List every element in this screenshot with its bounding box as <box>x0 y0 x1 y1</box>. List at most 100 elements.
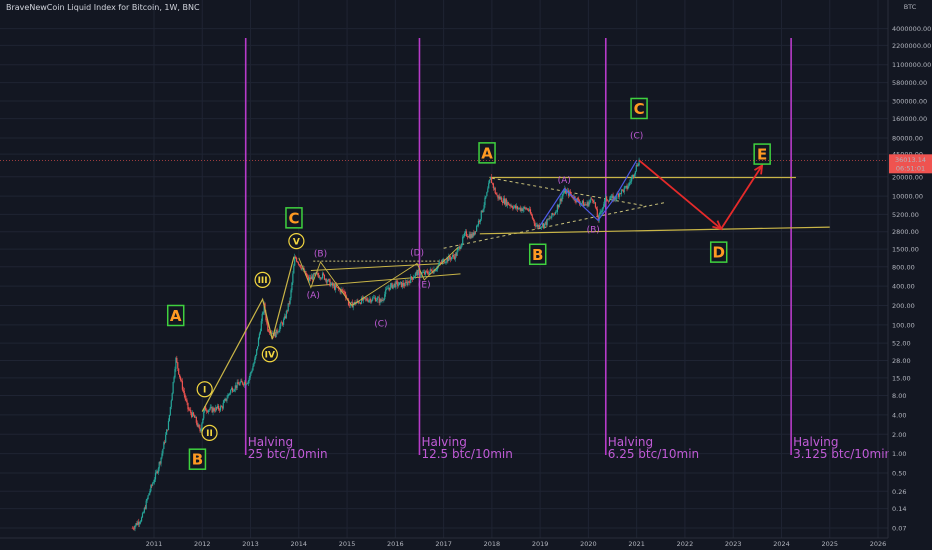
candle-body <box>187 402 189 410</box>
candle-body <box>510 205 512 207</box>
candle-body <box>429 269 431 272</box>
candle-body <box>593 202 596 203</box>
candle-body <box>402 282 404 286</box>
candle-body <box>171 393 173 401</box>
candle-body <box>207 410 209 413</box>
candle-body <box>166 429 169 431</box>
candle-body <box>392 285 394 289</box>
candle-body <box>341 289 343 290</box>
candle-body <box>316 272 318 274</box>
sub-wave-label: (E) <box>418 281 431 291</box>
candle-body <box>202 418 204 424</box>
candle-body <box>445 262 447 263</box>
candle-body <box>194 416 196 418</box>
candle-body <box>217 405 219 409</box>
candle-body <box>331 282 333 284</box>
candle-body <box>360 302 362 304</box>
candle-body <box>141 513 144 518</box>
year-tick-label: 2024 <box>773 540 790 548</box>
candle-body <box>293 265 295 274</box>
candle-body <box>550 217 552 219</box>
candle-body <box>605 196 608 201</box>
sub-wave-label: (B) <box>587 226 600 236</box>
candle-body <box>281 322 283 324</box>
candle-body <box>390 283 392 285</box>
candle-body <box>170 400 172 407</box>
candle-body <box>411 278 414 280</box>
halving-label: Halving <box>608 435 653 449</box>
candle-body <box>475 231 477 232</box>
candle-body <box>193 415 196 418</box>
candle-body <box>586 202 588 206</box>
candle-body <box>414 273 416 277</box>
candle-body <box>577 198 579 200</box>
candle-body <box>261 313 263 322</box>
last-price-tag <box>889 154 932 174</box>
candle-body <box>623 187 625 193</box>
wave-label-box <box>188 448 207 470</box>
candle-body <box>337 287 339 289</box>
candle-body <box>255 354 257 359</box>
candle-body <box>486 192 488 197</box>
time-axis[interactable]: 2011 2012 2013 2014 2015 2016 2017 2018 2019 2020… <box>0 537 888 548</box>
candle-body <box>336 287 339 288</box>
candle-body <box>521 208 523 211</box>
candle-body <box>512 207 514 209</box>
price-tick-label: 8.00 <box>892 392 906 400</box>
candle-body <box>386 288 388 290</box>
halving-label: Halving <box>248 435 293 449</box>
candle-body <box>277 332 279 333</box>
candle-body <box>450 258 452 260</box>
candle-body <box>230 389 232 394</box>
wave-label-letter: D <box>712 244 724 262</box>
price-axis[interactable]: BTC 4000000.00 2200000.00 1100000.00 580000.… <box>887 0 932 550</box>
candle-body <box>561 196 563 202</box>
roman-label-circle <box>261 346 278 363</box>
wave-label-letter: B <box>192 451 203 469</box>
candle-body <box>506 201 508 206</box>
candle-body <box>610 196 612 199</box>
candle-body <box>543 223 546 228</box>
candle-body <box>422 272 424 274</box>
candle-body <box>468 234 470 238</box>
candle-body <box>608 199 610 202</box>
candle-body <box>177 362 179 369</box>
candle-body <box>212 408 214 413</box>
candle-body <box>545 221 547 225</box>
candle-body <box>183 390 185 395</box>
candle-body <box>494 187 496 194</box>
candle-body <box>605 196 607 199</box>
candle-body <box>163 442 165 450</box>
candle-body <box>201 423 203 429</box>
candle-body <box>495 193 497 195</box>
candle-body <box>204 406 206 412</box>
candle-body <box>471 233 473 238</box>
candle-body <box>424 272 426 275</box>
candle-body <box>381 299 383 302</box>
candle-body <box>309 277 312 280</box>
candle-body <box>448 255 450 262</box>
candle-body <box>192 412 195 416</box>
candle-body <box>292 273 294 283</box>
abcde-wave-path <box>298 247 459 307</box>
year-tick-label: 2015 <box>339 540 356 548</box>
candle-body <box>271 333 274 334</box>
halving-label: Halving <box>793 435 838 449</box>
candle-body <box>431 270 433 273</box>
candle-body <box>274 332 276 338</box>
candle-body <box>318 275 320 278</box>
candle-body <box>210 407 212 408</box>
candle-body <box>437 264 440 267</box>
candle-body <box>250 371 252 374</box>
candle-body <box>528 209 531 211</box>
candle-body <box>472 232 474 238</box>
candle-body <box>319 277 321 279</box>
candle-body <box>227 394 229 399</box>
candle-body <box>590 198 592 201</box>
candle-body <box>511 205 513 208</box>
year-tick-label: 2016 <box>387 540 404 548</box>
candle-body <box>589 200 591 203</box>
candle-body <box>532 218 534 220</box>
candle-body <box>376 297 378 300</box>
